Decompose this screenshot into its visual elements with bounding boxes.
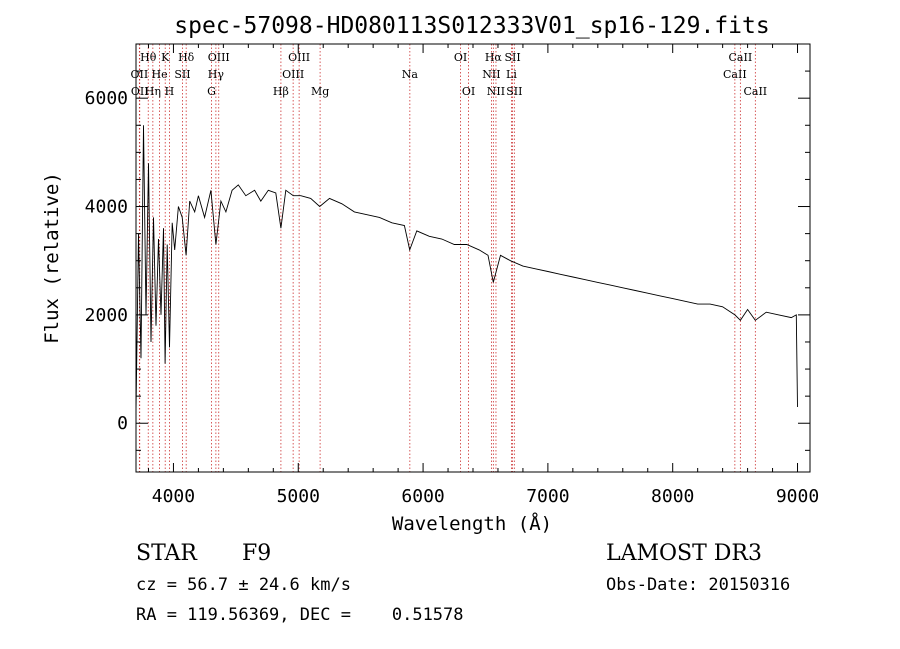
line-marker-label: SII xyxy=(504,51,520,64)
y-axis-ticks: 0 2000 4000 6000 xyxy=(85,43,810,451)
redshift-readout: cz = 56.7 ± 24.6 km/s xyxy=(136,575,351,595)
line-marker-label: Hη xyxy=(145,85,161,98)
obs-date: Obs-Date: 20150316 xyxy=(606,575,790,595)
survey-label: LAMOST DR3 xyxy=(606,541,762,566)
emission-line-markers xyxy=(138,44,756,472)
line-marker-label: CaII xyxy=(723,68,747,81)
line-marker-label: OII xyxy=(131,68,149,81)
y-axis-label: Flux (relative) xyxy=(41,172,63,344)
x-tick-label: 8000 xyxy=(651,486,694,507)
y-tick-label: 0 xyxy=(117,413,128,434)
line-marker-label: Na xyxy=(402,68,419,81)
line-marker-label: K xyxy=(161,51,170,64)
line-marker-label: Li xyxy=(506,68,517,81)
line-marker-label: G xyxy=(207,85,216,98)
x-tick-label: 4000 xyxy=(152,486,195,507)
line-marker-label: OII xyxy=(131,85,149,98)
line-marker-label: OIII xyxy=(208,51,230,64)
line-marker-label: Hθ xyxy=(140,51,157,64)
line-marker-label: He xyxy=(152,68,168,81)
x-tick-label: 9000 xyxy=(776,486,819,507)
spectrum-series-line xyxy=(135,125,798,413)
line-marker-label: OIII xyxy=(288,51,310,64)
x-axis-label: Wavelength (Å) xyxy=(392,512,552,535)
plot-frame xyxy=(135,43,811,473)
line-marker-label: Hα xyxy=(485,51,503,64)
line-marker-label: Hβ xyxy=(273,85,289,98)
chart-title: spec-57098-HD080113S012333V01_sp16-129.f… xyxy=(174,13,769,39)
line-marker-label: SII xyxy=(174,68,190,81)
line-marker-label: H xyxy=(165,85,175,98)
x-tick-label: 7000 xyxy=(526,486,569,507)
line-marker-label: CaII xyxy=(729,51,753,64)
object-subclass: F9 xyxy=(242,541,271,566)
line-marker-label: NII xyxy=(482,68,500,81)
line-marker-label: Mg xyxy=(311,85,329,98)
line-marker-label: OI xyxy=(462,85,475,98)
x-axis-ticks: 4000 5000 6000 7000 8000 9000 xyxy=(147,44,819,507)
line-marker-label: NII xyxy=(487,85,505,98)
object-class: STAR xyxy=(136,541,198,566)
line-marker-label: OI xyxy=(454,51,467,64)
line-marker-label: OIII xyxy=(282,68,304,81)
y-tick-label: 6000 xyxy=(85,88,128,109)
line-marker-label: Hδ xyxy=(178,51,195,64)
y-tick-label: 4000 xyxy=(85,197,128,218)
coordinates-readout: RA = 119.56369, DEC = 0.51578 xyxy=(136,605,464,625)
x-tick-label: 5000 xyxy=(277,486,320,507)
line-marker-label: CaII xyxy=(743,85,767,98)
y-tick-label: 2000 xyxy=(85,305,128,326)
line-marker-label: Hγ xyxy=(208,68,225,81)
x-tick-label: 6000 xyxy=(401,486,444,507)
line-marker-label: SII xyxy=(506,85,522,98)
